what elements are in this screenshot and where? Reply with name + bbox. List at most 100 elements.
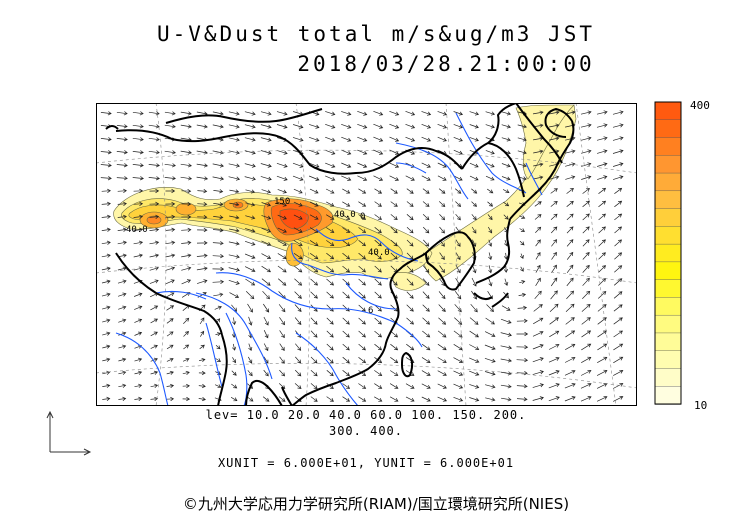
wind-arrow	[276, 111, 288, 116]
wind-arrow	[484, 344, 496, 350]
wind-arrow	[613, 304, 623, 312]
wind-arrow	[212, 124, 224, 129]
wind-arrow	[228, 163, 240, 168]
wind-arrow	[454, 304, 462, 313]
wind-arrow	[149, 214, 160, 219]
wind-arrow	[534, 201, 542, 207]
wind-arrow	[453, 330, 463, 338]
wind-arrow	[389, 162, 400, 168]
wind-arrow	[165, 188, 176, 194]
wind-arrow	[326, 356, 334, 364]
wind-arrow	[212, 150, 224, 155]
wind-arrow	[580, 369, 592, 376]
wind-arrow	[244, 240, 256, 246]
wind-arrow	[596, 162, 608, 167]
wind-arrow	[358, 201, 367, 207]
wind-arrow	[421, 357, 431, 363]
wind-arrow	[149, 188, 160, 194]
wind-arrow	[422, 265, 430, 273]
wind-arrow	[325, 162, 336, 168]
wind-arrow	[406, 239, 414, 247]
wind-arrow	[183, 331, 189, 337]
wind-arrow	[116, 124, 128, 129]
wind-arrow	[358, 317, 366, 325]
wind-arrow	[565, 175, 576, 180]
wind-arrow	[228, 267, 240, 272]
wind-arrow	[613, 330, 623, 338]
wind-arrow	[500, 384, 512, 389]
wind-arrow	[310, 383, 318, 390]
colorbar-cell	[654, 226, 682, 245]
wind-arrow	[390, 370, 399, 376]
wind-arrow	[149, 279, 159, 284]
wind-arrow	[293, 227, 303, 233]
wind-arrow	[598, 252, 606, 260]
wind-arrow	[406, 291, 414, 299]
wind-arrow	[566, 264, 574, 274]
wind-arrow	[181, 240, 192, 245]
wind-arrow	[342, 214, 351, 220]
wind-arrow	[308, 136, 320, 142]
wind-arrow	[580, 123, 592, 128]
colorbar-cell	[654, 172, 682, 192]
wind-arrow	[598, 187, 607, 194]
wind-arrow	[374, 252, 382, 260]
wind-arrow	[342, 265, 351, 273]
wind-arrow	[248, 316, 253, 326]
wind-arrow	[117, 240, 127, 245]
wind-arrow	[421, 136, 432, 142]
wind-arrow	[260, 111, 272, 116]
wind-arrow	[580, 382, 592, 389]
wind-arrow	[613, 291, 623, 299]
wind-arrow	[232, 317, 237, 326]
wind-arrow	[598, 239, 606, 247]
wind-arrow	[117, 279, 127, 284]
wind-arrow	[294, 369, 302, 377]
wind-arrow	[116, 176, 128, 181]
wind-arrow	[308, 124, 320, 129]
wind-arrow	[532, 383, 544, 388]
wind-arrow	[596, 123, 608, 128]
colorbar-cell	[654, 332, 682, 352]
wind-arrow	[245, 228, 256, 233]
wind-arrow	[150, 344, 158, 349]
wind-arrow	[165, 292, 175, 298]
wind-arrow	[422, 304, 430, 312]
wind-arrow	[101, 201, 111, 206]
wind-arrow	[310, 291, 318, 299]
wind-arrow	[422, 214, 430, 221]
wind-arrow	[244, 124, 256, 129]
wind-arrow	[357, 136, 368, 142]
contour-label-40a: 40.0	[334, 210, 356, 220]
wind-arrow	[566, 290, 575, 300]
wind-arrow	[325, 111, 336, 116]
wind-arrow	[262, 290, 270, 300]
wind-arrow	[485, 111, 496, 116]
wind-arrow	[614, 226, 623, 234]
wind-arrow	[166, 318, 174, 324]
contour-label-6: 6	[368, 306, 373, 316]
wind-arrow	[326, 396, 334, 402]
wind-arrow	[612, 175, 624, 180]
wind-arrow	[326, 252, 335, 260]
wind-arrow	[564, 356, 576, 363]
wind-arrow	[614, 252, 623, 260]
wind-arrow	[164, 176, 176, 181]
wind-arrow	[149, 253, 160, 258]
wind-arrow	[326, 265, 335, 273]
colorbar-cell	[654, 297, 682, 316]
wind-arrow	[551, 239, 558, 247]
wind-arrow	[485, 397, 496, 402]
wind-arrow	[101, 227, 111, 232]
wind-arrow	[149, 201, 160, 206]
wind-arrow	[342, 201, 351, 207]
wind-arrow	[116, 111, 128, 116]
wind-arrow	[437, 136, 447, 142]
wind-arrow	[150, 396, 159, 401]
wind-arrow	[150, 357, 158, 362]
wind-arrow	[548, 357, 560, 363]
wind-arrow	[519, 215, 526, 219]
wind-arrow	[548, 370, 560, 376]
wind-arrow	[454, 290, 462, 300]
wind-arrow	[564, 369, 576, 376]
